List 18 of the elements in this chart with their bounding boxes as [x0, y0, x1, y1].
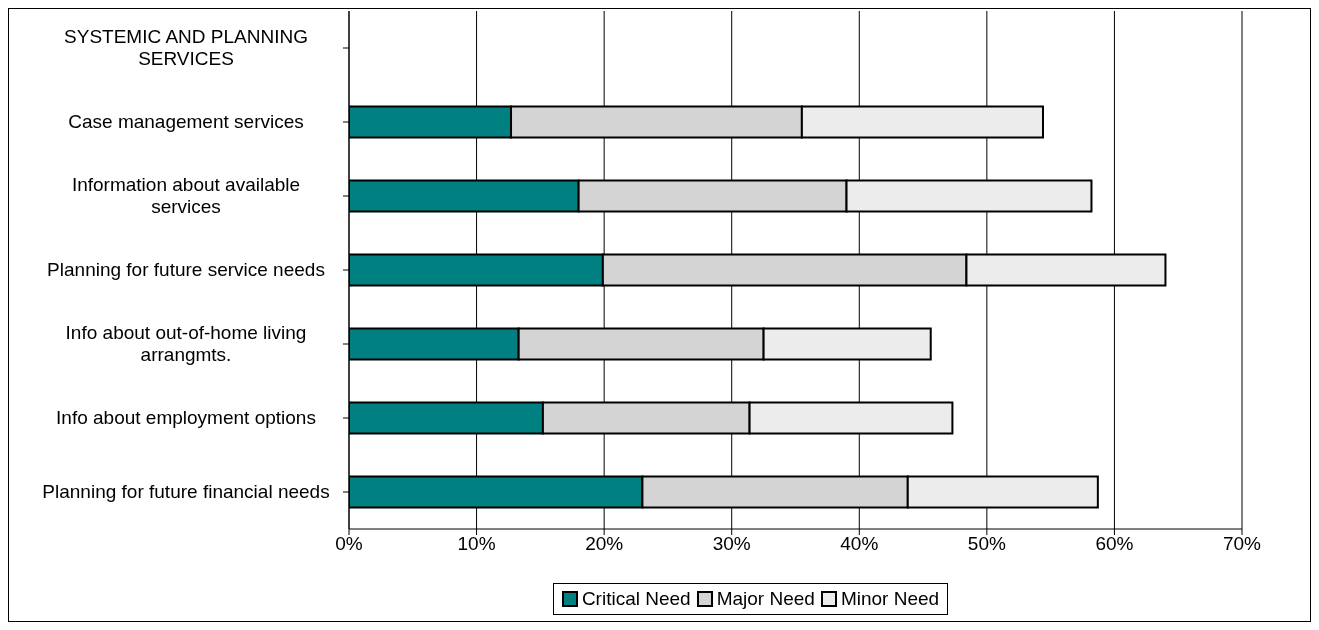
legend-label: Major Need	[715, 588, 815, 610]
legend-label: Critical Need	[580, 588, 691, 610]
y-tick-label: SYSTEMIC AND PLANNING SERVICES	[64, 26, 308, 69]
y-tick-label: Planning for future financial needs	[42, 481, 330, 502]
x-tick-label: 0%	[335, 533, 363, 555]
x-tick-label: 40%	[840, 533, 879, 555]
legend-label: Minor Need	[839, 588, 940, 610]
y-tick-label: Case management services	[68, 111, 304, 132]
y-tick-label: Info about employment options	[56, 407, 316, 428]
x-tick-label: 30%	[712, 533, 751, 555]
x-tick-label: 20%	[585, 533, 624, 555]
x-tick-label: 60%	[1095, 533, 1134, 555]
x-tick-label: 70%	[1222, 533, 1262, 555]
x-tick-label: 10%	[457, 533, 496, 555]
y-tick-label: Info about out-of-home living arrangmts.	[65, 322, 307, 365]
y-tick-label: Planning for future service needs	[47, 259, 325, 280]
x-tick-label: 50%	[967, 533, 1006, 555]
y-tick-label: Information about available services	[71, 174, 301, 217]
